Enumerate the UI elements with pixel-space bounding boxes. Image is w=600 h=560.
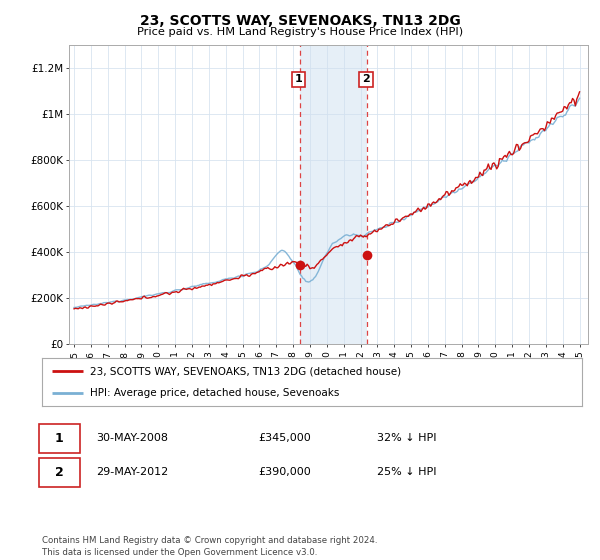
- Text: Contains HM Land Registry data © Crown copyright and database right 2024.
This d: Contains HM Land Registry data © Crown c…: [42, 536, 377, 557]
- FancyBboxPatch shape: [40, 458, 80, 487]
- Text: 32% ↓ HPI: 32% ↓ HPI: [377, 433, 436, 444]
- Text: Price paid vs. HM Land Registry's House Price Index (HPI): Price paid vs. HM Land Registry's House …: [137, 27, 463, 37]
- Text: 23, SCOTTS WAY, SEVENOAKS, TN13 2DG: 23, SCOTTS WAY, SEVENOAKS, TN13 2DG: [140, 14, 460, 28]
- FancyBboxPatch shape: [40, 424, 80, 452]
- Text: 23, SCOTTS WAY, SEVENOAKS, TN13 2DG (detached house): 23, SCOTTS WAY, SEVENOAKS, TN13 2DG (det…: [89, 366, 401, 376]
- Text: £390,000: £390,000: [258, 468, 311, 477]
- Text: £345,000: £345,000: [258, 433, 311, 444]
- Text: 2: 2: [362, 74, 370, 85]
- Text: 30-MAY-2008: 30-MAY-2008: [96, 433, 168, 444]
- Text: 25% ↓ HPI: 25% ↓ HPI: [377, 468, 436, 477]
- Text: 1: 1: [295, 74, 302, 85]
- Text: 1: 1: [55, 432, 64, 445]
- Bar: [299, 45, 367, 344]
- Text: HPI: Average price, detached house, Sevenoaks: HPI: Average price, detached house, Seve…: [89, 388, 339, 398]
- Text: 29-MAY-2012: 29-MAY-2012: [96, 468, 168, 477]
- Text: 2: 2: [55, 466, 64, 479]
